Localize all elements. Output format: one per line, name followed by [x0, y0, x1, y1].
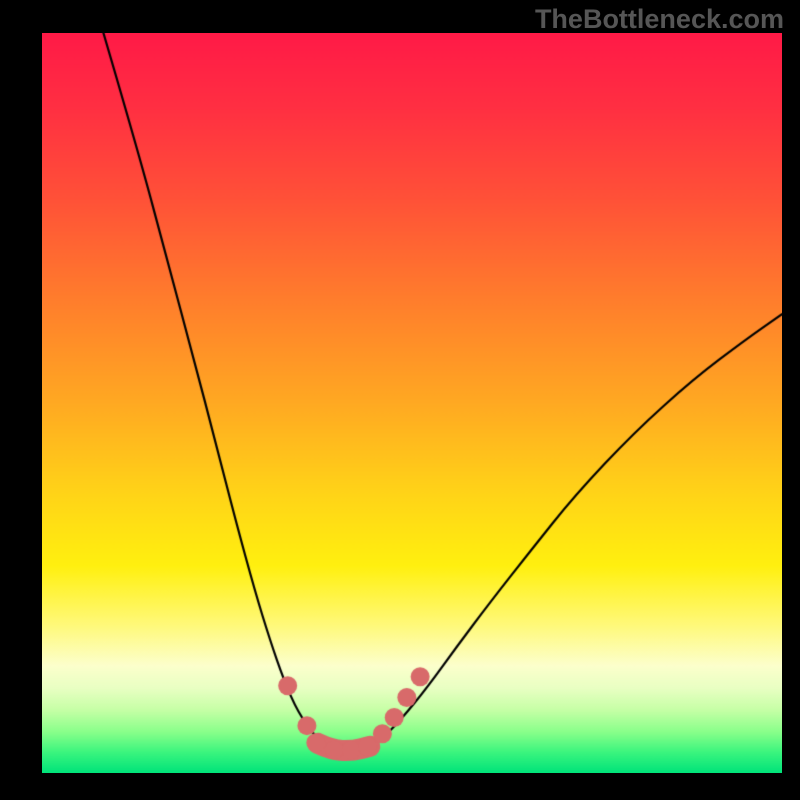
watermark-text: TheBottleneck.com [535, 4, 784, 35]
chart-container: TheBottleneck.com [0, 0, 800, 800]
bottleneck-curve [42, 33, 782, 773]
plot-area [42, 33, 782, 773]
